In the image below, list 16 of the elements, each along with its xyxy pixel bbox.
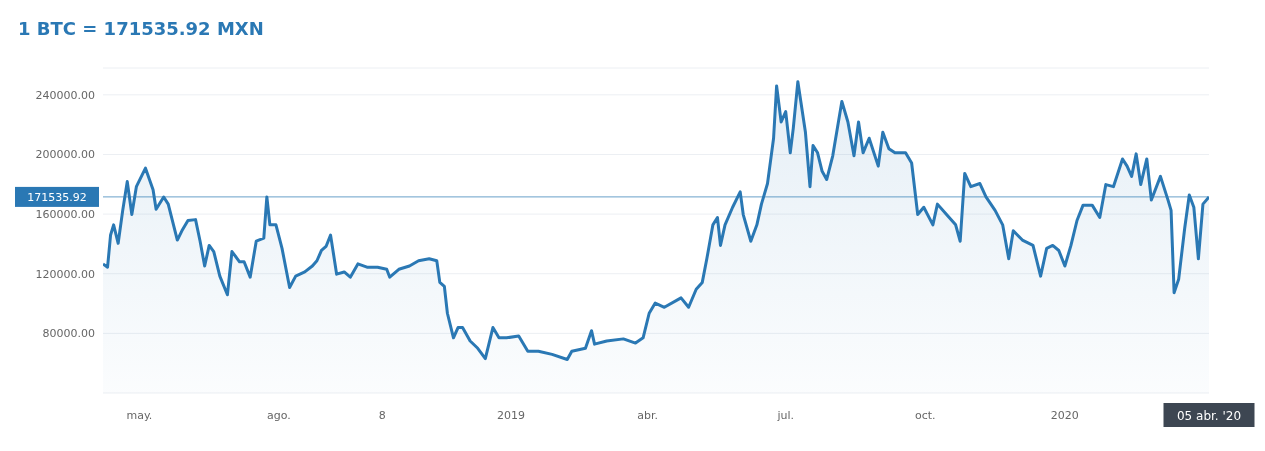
x-tick-label: jul. — [776, 409, 795, 422]
x-tick-label: abr. — [637, 409, 659, 422]
x-tick-label: 05 abr. '20 — [1176, 409, 1242, 423]
x-tick-label: ago. — [267, 409, 291, 422]
x-tick-label: 8 — [378, 409, 386, 422]
y-tick-label: 240000.00 — [35, 88, 95, 102]
ref-line-label: 171535.92 — [27, 190, 87, 204]
chart-title: 1 BTC = 171535.92 MXN — [18, 18, 264, 39]
y-tick-label: 160000.00 — [35, 208, 95, 222]
y-tick-label: 200000.00 — [35, 148, 95, 162]
x-tick-label: may. — [126, 409, 153, 422]
x-tick-label: 2020 — [1050, 409, 1079, 422]
x-tick-label: 2019 — [497, 409, 526, 422]
x-tick-label: oct. — [915, 409, 936, 422]
y-tick-label: 80000.00 — [42, 327, 95, 341]
y-tick-label: 120000.00 — [35, 267, 95, 281]
